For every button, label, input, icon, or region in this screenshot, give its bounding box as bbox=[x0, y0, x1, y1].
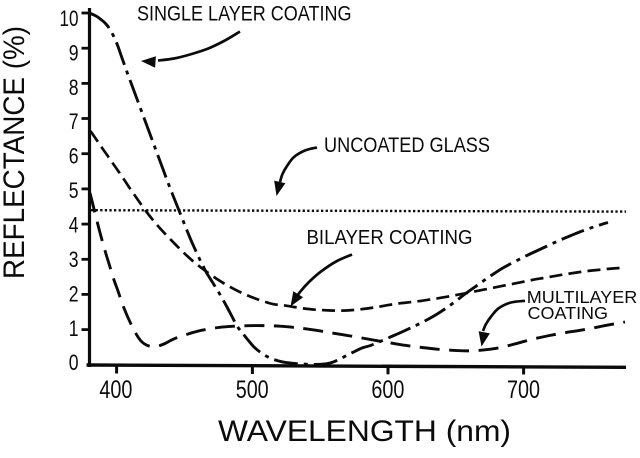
svg-text:BILAYER COATING: BILAYER COATING bbox=[307, 227, 473, 249]
svg-text:UNCOATED GLASS: UNCOATED GLASS bbox=[324, 133, 490, 157]
svg-text:MULTILAYER: MULTILAYER bbox=[527, 287, 638, 307]
svg-text:2: 2 bbox=[69, 281, 79, 306]
svg-text:10: 10 bbox=[60, 6, 79, 31]
svg-text:SINGLE LAYER COATING: SINGLE LAYER COATING bbox=[137, 2, 352, 26]
svg-text:WAVELENGTH (nm): WAVELENGTH (nm) bbox=[218, 415, 511, 448]
svg-text:REFLECTANCE (%): REFLECTANCE (%) bbox=[0, 26, 31, 279]
svg-text:5: 5 bbox=[69, 178, 79, 203]
svg-text:600: 600 bbox=[371, 376, 404, 404]
svg-text:400: 400 bbox=[99, 376, 132, 404]
svg-text:1: 1 bbox=[69, 316, 79, 341]
svg-text:0: 0 bbox=[69, 350, 79, 375]
svg-text:4: 4 bbox=[69, 213, 79, 238]
svg-text:COATING: COATING bbox=[528, 303, 609, 323]
svg-text:6: 6 bbox=[69, 144, 79, 169]
svg-text:9: 9 bbox=[69, 40, 79, 65]
svg-text:700: 700 bbox=[507, 376, 540, 404]
svg-text:8: 8 bbox=[69, 75, 79, 100]
svg-text:500: 500 bbox=[236, 376, 269, 404]
svg-text:3: 3 bbox=[69, 247, 79, 272]
svg-text:7: 7 bbox=[69, 109, 79, 134]
